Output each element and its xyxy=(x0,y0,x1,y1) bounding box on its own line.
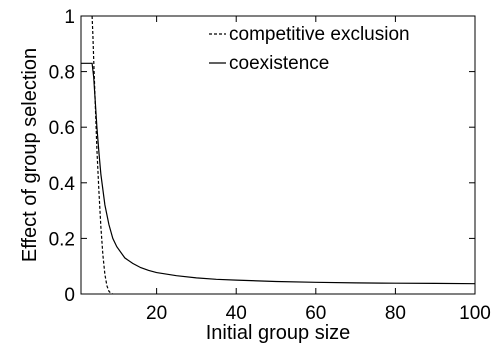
x-tick-label: 20 xyxy=(146,303,167,324)
y-tick-label: 0.6 xyxy=(49,118,75,139)
x-tick-label: 40 xyxy=(226,303,247,324)
y-tick-label: 0.4 xyxy=(49,174,76,195)
x-tick-label: 80 xyxy=(385,303,406,324)
legend: competitive exclusion coexistence xyxy=(209,24,410,74)
ticks: 20 40 60 80 100 0 0.2 0.4 0.6 0.8 1 xyxy=(49,7,491,324)
y-axis-title: Effect of group selection xyxy=(19,48,41,262)
plot-area xyxy=(80,15,476,295)
legend-label: coexistence xyxy=(229,53,329,74)
legend-label: competitive exclusion xyxy=(229,24,410,45)
x-axis-title: Initial group size xyxy=(206,322,351,344)
x-tick-label: 60 xyxy=(305,303,326,324)
series-line-competitive-exclusion xyxy=(91,16,114,294)
series-line-coexistence xyxy=(81,62,475,285)
y-tick-label: 1 xyxy=(64,7,75,28)
x-tick-label: 100 xyxy=(459,303,491,324)
y-tick-label: 0.8 xyxy=(49,63,75,84)
y-tick-label: 0.2 xyxy=(49,229,75,250)
series-layer xyxy=(81,16,475,294)
y-tick-label: 0 xyxy=(64,285,75,306)
